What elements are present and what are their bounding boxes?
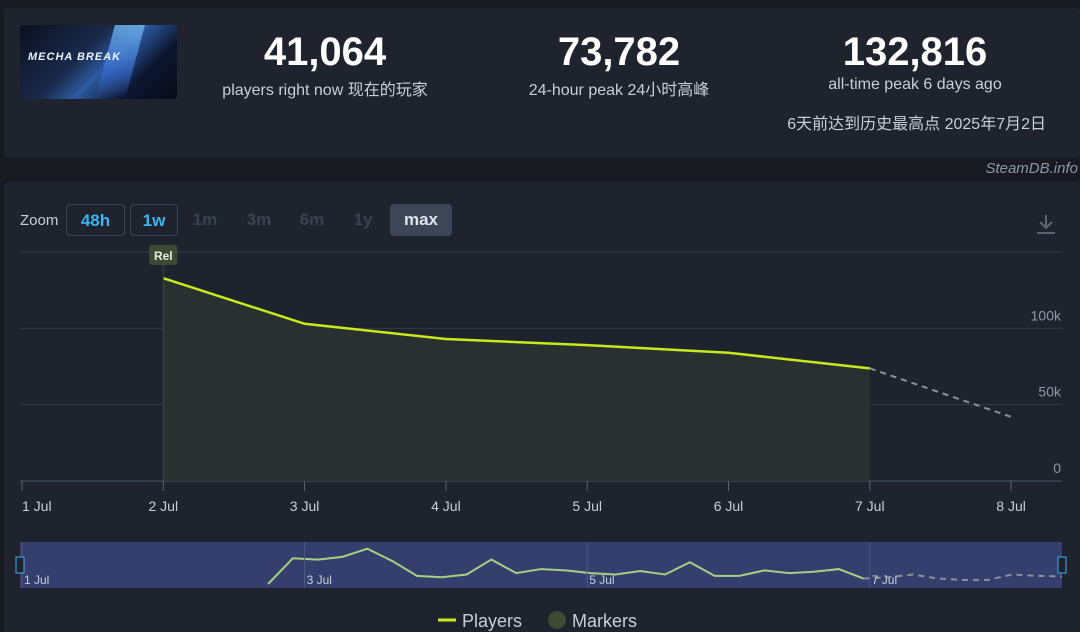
zoom-48h-button[interactable]: 48h [66, 204, 125, 236]
capsule-logo-text: MECHA BREAK [28, 51, 122, 63]
stat-alltime-peak: 132,816 all-time peak 6 days ago [790, 30, 1040, 94]
zoom-1y-button: 1y [353, 210, 373, 229]
download-icon[interactable] [1034, 212, 1058, 241]
stat-current-label: players right now 现在的玩家 [222, 82, 428, 99]
zoom-label: Zoom [20, 212, 59, 229]
stat-24h-label: 24-hour peak 24小时高峰 [528, 82, 710, 99]
stat-alltime-value: 132,816 [842, 30, 988, 74]
stat-24h-peak: 73,782 24-hour peak 24小时高峰 [494, 30, 744, 100]
zoom-1m-button: 1m [192, 210, 218, 229]
game-capsule-image[interactable]: MECHA BREAK [20, 25, 177, 99]
chart-panel [4, 182, 1080, 632]
stats-panel [4, 8, 1080, 158]
zoom-1w-button[interactable]: 1w [130, 204, 178, 236]
zoom-max-button[interactable]: max [390, 204, 452, 236]
zoom-6m-button: 6m [299, 210, 325, 229]
stat-alltime-label: all-time peak 6 days ago [828, 76, 1002, 93]
stat-24h-value: 73,782 [557, 30, 681, 74]
steamdb-credit-link[interactable]: SteamDB.info [985, 160, 1078, 177]
stat-current-value: 41,064 [263, 30, 387, 74]
stat-alltime-date: 6天前达到历史最高点 2025年7月2日 [787, 116, 1046, 133]
zoom-3m-button: 3m [246, 210, 272, 229]
stat-current-players: 41,064 players right now 现在的玩家 [200, 30, 450, 100]
